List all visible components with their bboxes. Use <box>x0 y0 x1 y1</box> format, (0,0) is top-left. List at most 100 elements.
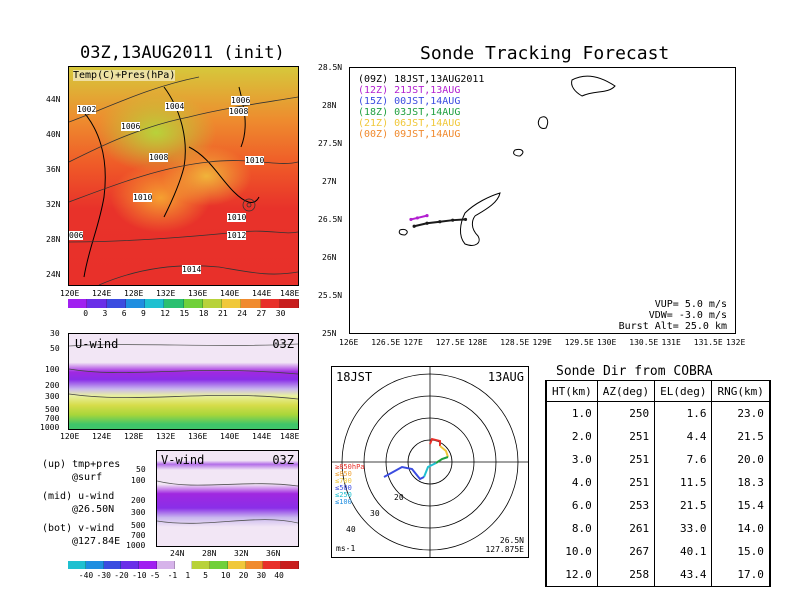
u-wind-ytick: 1000 <box>40 423 60 432</box>
isobar-label: 1010 <box>227 213 247 222</box>
sonde-dir-table-wrap: HT(km) AZ(deg) EL(deg) RNG(km) 1.0 250 1.6… <box>545 380 771 587</box>
table-row: 2.0 251 4.4 21.5 <box>546 425 770 448</box>
u-wind-xtick: 132E <box>156 432 176 441</box>
table-row: 10.0 267 40.1 15.0 <box>546 540 770 563</box>
table-cell: 251 <box>596 448 656 471</box>
track-lon-tick: 126.5E <box>371 338 401 347</box>
table-cell: 267 <box>596 540 656 563</box>
track-legend: (09Z) 18JST,13AUG2011 (12Z) 21JST,13AUG (1… <box>358 74 484 140</box>
temperature-colorbar-labels: 0 3 6 9 12 15 18 21 24 27 30 <box>68 309 299 319</box>
isobar-label: 1012 <box>227 231 247 240</box>
wind-colorbar-labels: -40 -30 -20 -10 -5 -1 1 5 10 20 30 40 <box>68 571 299 581</box>
ring-label: 40 <box>346 525 356 534</box>
colorbar-swatch <box>260 299 280 308</box>
lon-tick: 128E <box>124 289 144 298</box>
table-cell: 10.0 <box>546 540 598 563</box>
table-cell: 1.0 <box>546 401 598 425</box>
lat-tick: 40N <box>46 130 61 139</box>
isobar-label: 006 <box>69 231 84 240</box>
table-cell: 250 <box>596 401 656 425</box>
temperature-map: Temp(C)+Pres(hPa) 1002 1004 1006 1006 10… <box>68 66 299 286</box>
colorbar-swatch <box>85 561 104 569</box>
lat-tick: 36N <box>46 165 61 174</box>
legend-entry: (00Z) 09JST,14AUG <box>358 129 461 140</box>
track-lon-tick: 129.5E <box>564 338 594 347</box>
note-mid-2: @26.50N <box>72 504 115 515</box>
info-burst: Burst Alt= 25.0 km <box>618 321 727 332</box>
note-up-2: @surf <box>72 472 103 483</box>
track-point <box>425 221 429 225</box>
note-bot-2: @127.84E <box>72 536 121 547</box>
colorbar-label: 10 <box>220 571 231 580</box>
legend-entry: (12Z) 21JST,13AUG <box>358 85 461 96</box>
colorbar-label: -40 <box>78 571 94 580</box>
u-wind-xtick: 128E <box>124 432 144 441</box>
polar-unit: ms-1 <box>336 544 356 553</box>
table-cell: 4.0 <box>546 471 598 494</box>
u-wind-ytick: 500 <box>45 405 60 414</box>
u-wind-xtick: 136E <box>188 432 208 441</box>
colorbar-swatch <box>125 299 145 308</box>
isobar-label: 1006 <box>121 122 141 131</box>
track-point <box>451 218 455 222</box>
u-wind-time: 03Z <box>272 337 294 351</box>
u-wind-ytick: 50 <box>50 344 60 353</box>
polar-band-label: ≥850hPa <box>335 463 365 471</box>
colorbar-label: -30 <box>96 571 111 580</box>
table-row: 8.0 261 33.0 14.0 <box>546 517 770 540</box>
colorbar-label: -5 <box>149 571 160 580</box>
sonde-dir-table: HT(km) AZ(deg) EL(deg) RNG(km) 1.0 250 1.6… <box>546 381 770 586</box>
polar-loc-1: 26.5N <box>499 536 524 545</box>
colorbar-label: 0 <box>83 309 89 318</box>
table-cell: 12.0 <box>546 563 598 586</box>
track-lat-tick: 26N <box>322 253 337 262</box>
colorbar-swatch <box>87 299 107 308</box>
track-lon-tick: 126E <box>339 338 359 347</box>
polar-band-label: ≤700 <box>335 477 352 485</box>
v-wind-ytick: 1000 <box>126 541 146 550</box>
right-title: Sonde Tracking Forecast <box>420 43 670 64</box>
colorbar-label: 24 <box>237 309 247 318</box>
colorbar-swatch <box>241 299 261 308</box>
u-wind-panel: U-wind 03Z <box>68 333 299 430</box>
table-row: 6.0 253 21.5 15.4 <box>546 494 770 517</box>
table-row: 12.0 258 43.4 17.0 <box>546 563 770 586</box>
isobar-label: 1014 <box>182 265 202 274</box>
colorbar-swatch <box>263 561 282 569</box>
v-wind-time: 03Z <box>272 453 294 467</box>
colorbar-swatch <box>68 299 88 308</box>
track-point <box>412 224 416 228</box>
table-cell: 15.4 <box>711 494 770 517</box>
u-wind-xtick: 140E <box>220 432 240 441</box>
u-wind-label: U-wind <box>75 337 119 351</box>
table-row: 1.0 250 1.6 23.0 <box>546 401 770 425</box>
colorbar-label: 5 <box>203 571 208 580</box>
colorbar-label: 21 <box>218 309 228 318</box>
tracking-map: (09Z) 18JST,13AUG2011 (12Z) 21JST,13AUG (1… <box>349 67 736 334</box>
note-mid-1: (mid) u-wind <box>42 491 115 502</box>
polar-band-label: ≤250 <box>335 491 352 499</box>
tracking-map-svg <box>398 75 616 246</box>
track-lon-tick: 127E <box>403 338 423 347</box>
v-wind-panel: V-wind 03Z <box>156 450 299 547</box>
polar-bands: ≥850hPa ≤850 ≤700 ≤500 ≤250 ≤100 <box>335 464 365 506</box>
track-lon-ticks: 126E 126.5E 127E 127.5E 128E 128.5E 129E 129.5E… <box>339 338 745 348</box>
colorbar-swatch <box>227 561 246 569</box>
colorbar-swatch <box>202 299 222 308</box>
colorbar-swatch <box>103 561 122 569</box>
isobar-label: 1004 <box>165 102 185 111</box>
isobar-label: 1010 <box>133 193 153 202</box>
v-wind-ytick: 700 <box>131 531 146 540</box>
temp-map-label: Temp(C)+Pres(hPa) <box>73 70 176 81</box>
table-cell: 251 <box>596 425 656 448</box>
track-lat-tick: 26.5N <box>318 215 343 224</box>
colorbar-swatch <box>164 299 184 308</box>
colorbar-label: 18 <box>198 309 209 318</box>
v-wind-ytick: 50 <box>136 465 146 474</box>
u-wind-xtick: 144E <box>252 432 272 441</box>
colorbar-label: -10 <box>132 571 147 580</box>
wind-colorbar <box>68 561 299 569</box>
track-lon-tick: 128.5E <box>500 338 530 347</box>
track-lon-tick: 132E <box>726 338 746 347</box>
isobar-label: 1008 <box>149 153 169 162</box>
